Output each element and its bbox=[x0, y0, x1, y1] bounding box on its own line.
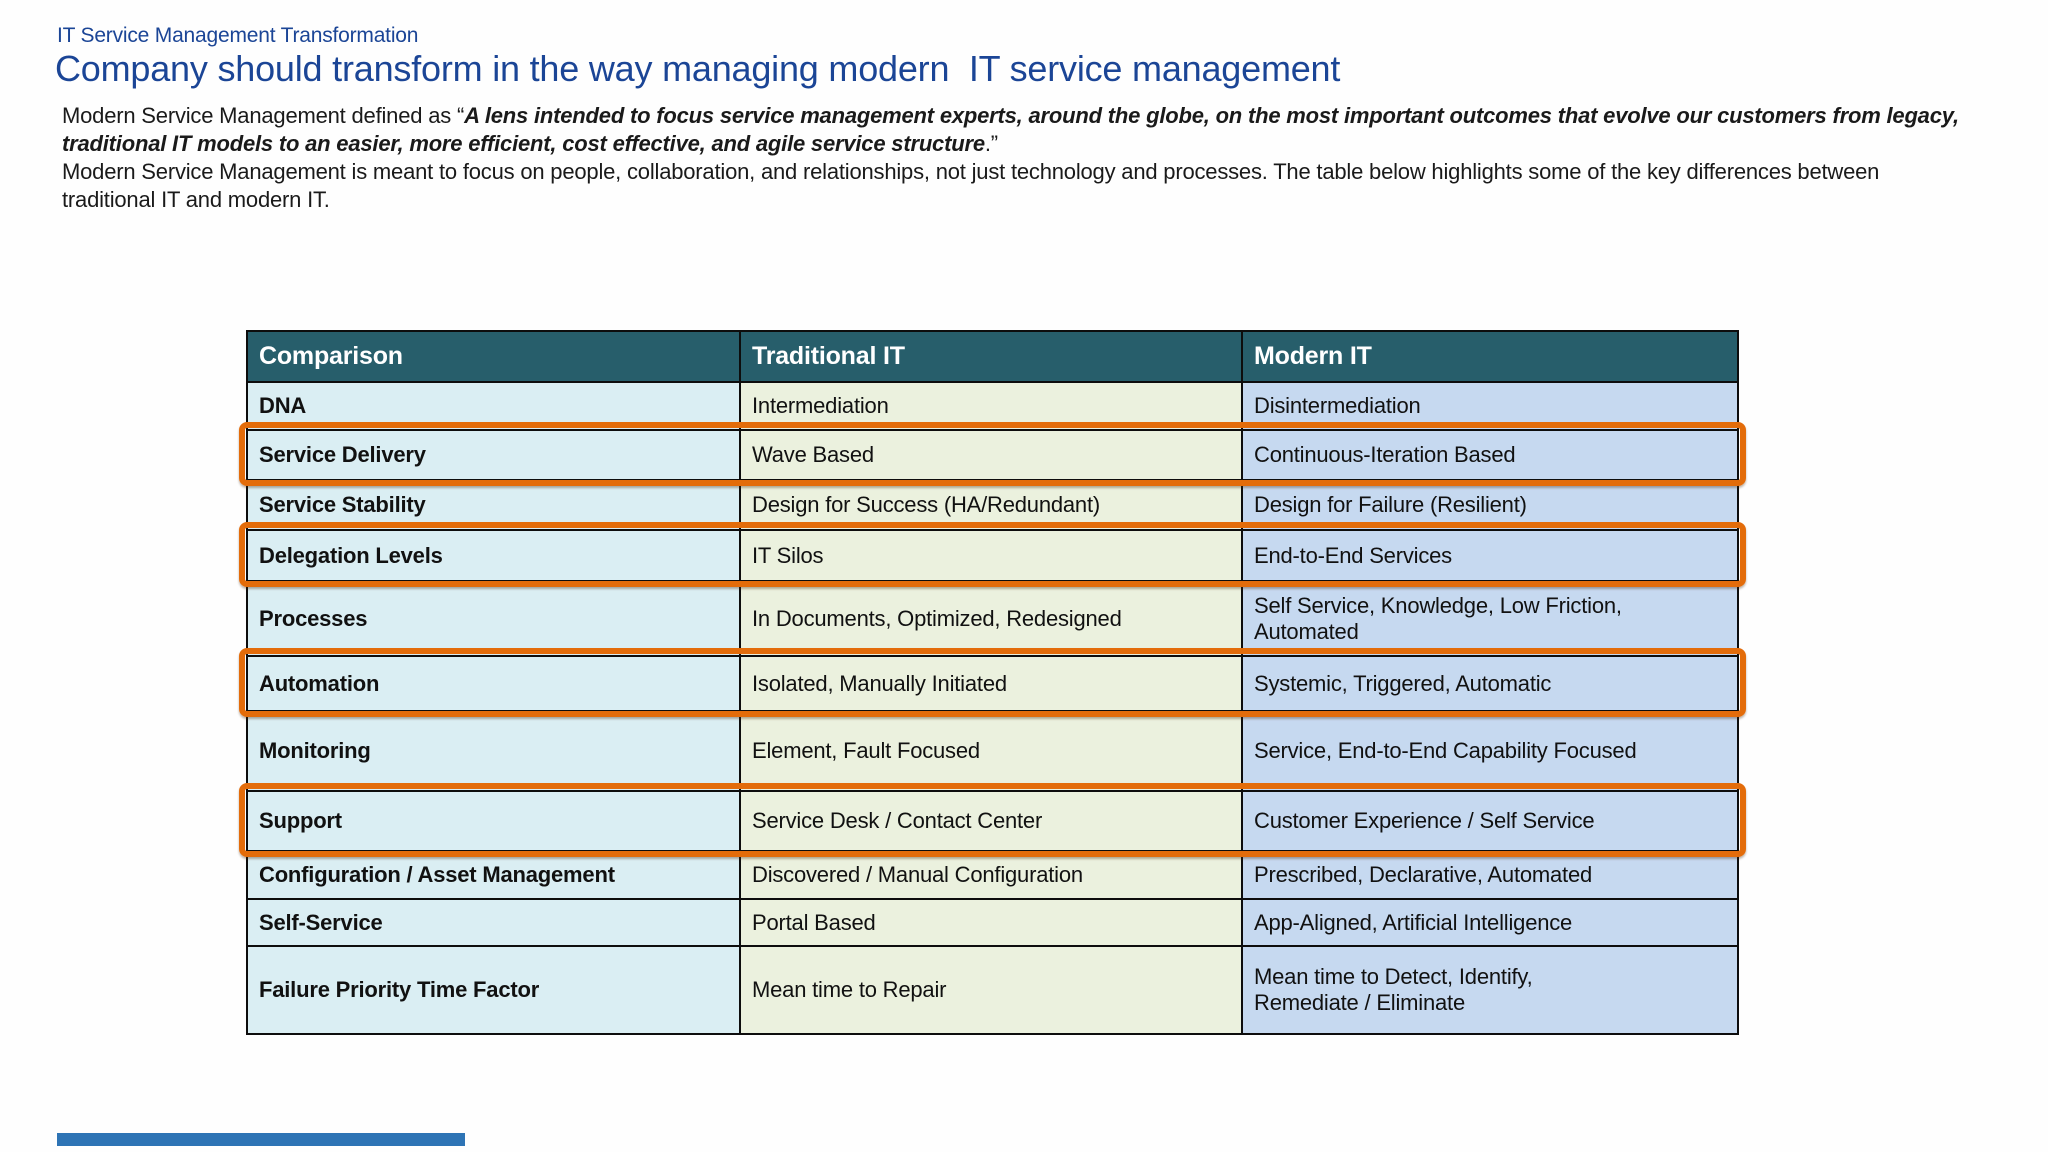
table-header-row: Comparison Traditional IT Modern IT bbox=[246, 330, 1739, 383]
table-row: Self-Service Portal Based App-Aligned, A… bbox=[246, 898, 1739, 947]
header-comparison: Comparison bbox=[246, 330, 741, 383]
cell-modern: Mean time to Detect, Identify, Remediate… bbox=[1241, 945, 1739, 1035]
table-row: Service Stability Design for Success (HA… bbox=[246, 479, 1739, 531]
cell-traditional: Intermediation bbox=[739, 381, 1243, 431]
cell-comparison: Automation bbox=[246, 655, 741, 712]
table-row: Failure Priority Time Factor Mean time t… bbox=[246, 945, 1739, 1035]
cell-modern: End-to-End Services bbox=[1241, 529, 1739, 582]
cell-traditional: IT Silos bbox=[739, 529, 1243, 582]
cell-modern: Systemic, Triggered, Automatic bbox=[1241, 655, 1739, 712]
cell-comparison: Monitoring bbox=[246, 710, 741, 792]
cell-comparison: Processes bbox=[246, 580, 741, 657]
table-row: DNA Intermediation Disintermediation bbox=[246, 381, 1739, 431]
cell-traditional: Mean time to Repair bbox=[739, 945, 1243, 1035]
table-row: Delegation Levels IT Silos End-to-End Se… bbox=[246, 529, 1739, 582]
footer-accent-bar bbox=[57, 1133, 465, 1146]
cell-modern: Service, End-to-End Capability Focused bbox=[1241, 710, 1739, 792]
cell-traditional: Service Desk / Contact Center bbox=[739, 790, 1243, 852]
intro-definition: Modern Service Management defined as “A … bbox=[62, 102, 1962, 158]
table-row: Support Service Desk / Contact Center Cu… bbox=[246, 790, 1739, 852]
cell-traditional: Discovered / Manual Configuration bbox=[739, 850, 1243, 900]
cell-traditional: Portal Based bbox=[739, 898, 1243, 947]
cell-traditional: Wave Based bbox=[739, 429, 1243, 481]
header-modern-it: Modern IT bbox=[1241, 330, 1739, 383]
cell-comparison: Self-Service bbox=[246, 898, 741, 947]
intro-lead: Modern Service Management defined as “ bbox=[62, 103, 465, 128]
table-row: Configuration / Asset Management Discove… bbox=[246, 850, 1739, 900]
cell-traditional: Element, Fault Focused bbox=[739, 710, 1243, 792]
comparison-table: Comparison Traditional IT Modern IT DNA … bbox=[239, 330, 1746, 1035]
page-title: Company should transform in the way mana… bbox=[55, 48, 1341, 89]
cell-traditional: In Documents, Optimized, Redesigned bbox=[739, 580, 1243, 657]
table-row: Automation Isolated, Manually Initiated … bbox=[246, 655, 1739, 712]
cell-modern: Prescribed, Declarative, Automated bbox=[1241, 850, 1739, 900]
cell-modern: Customer Experience / Self Service bbox=[1241, 790, 1739, 852]
cell-comparison: Service Stability bbox=[246, 479, 741, 531]
cell-comparison: DNA bbox=[246, 381, 741, 431]
intro-quote: A lens intended to focus service managem… bbox=[62, 103, 1959, 156]
header-traditional-it: Traditional IT bbox=[739, 330, 1243, 383]
table-row: Processes In Documents, Optimized, Redes… bbox=[246, 580, 1739, 657]
table-row: Service Delivery Wave Based Continuous-I… bbox=[246, 429, 1739, 481]
cell-comparison: Configuration / Asset Management bbox=[246, 850, 741, 900]
cell-modern: Continuous-Iteration Based bbox=[1241, 429, 1739, 481]
cell-traditional: Isolated, Manually Initiated bbox=[739, 655, 1243, 712]
intro-paragraph: Modern Service Management defined as “A … bbox=[62, 102, 1962, 214]
cell-comparison: Failure Priority Time Factor bbox=[246, 945, 741, 1035]
cell-modern: Self Service, Knowledge, Low Friction, A… bbox=[1241, 580, 1739, 657]
cell-comparison: Service Delivery bbox=[246, 429, 741, 481]
intro-quote-close: .” bbox=[984, 131, 998, 156]
cell-comparison: Support bbox=[246, 790, 741, 852]
cell-modern: Design for Failure (Resilient) bbox=[1241, 479, 1739, 531]
comparison-table-grid: Comparison Traditional IT Modern IT DNA … bbox=[246, 330, 1739, 1035]
intro-body: Modern Service Management is meant to fo… bbox=[62, 159, 1880, 212]
cell-traditional: Design for Success (HA/Redundant) bbox=[739, 479, 1243, 531]
cell-modern: Disintermediation bbox=[1241, 381, 1739, 431]
cell-modern: App-Aligned, Artificial Intelligence bbox=[1241, 898, 1739, 947]
cell-comparison: Delegation Levels bbox=[246, 529, 741, 582]
table-row: Monitoring Element, Fault Focused Servic… bbox=[246, 710, 1739, 792]
slide-kicker: IT Service Management Transformation bbox=[57, 24, 419, 47]
